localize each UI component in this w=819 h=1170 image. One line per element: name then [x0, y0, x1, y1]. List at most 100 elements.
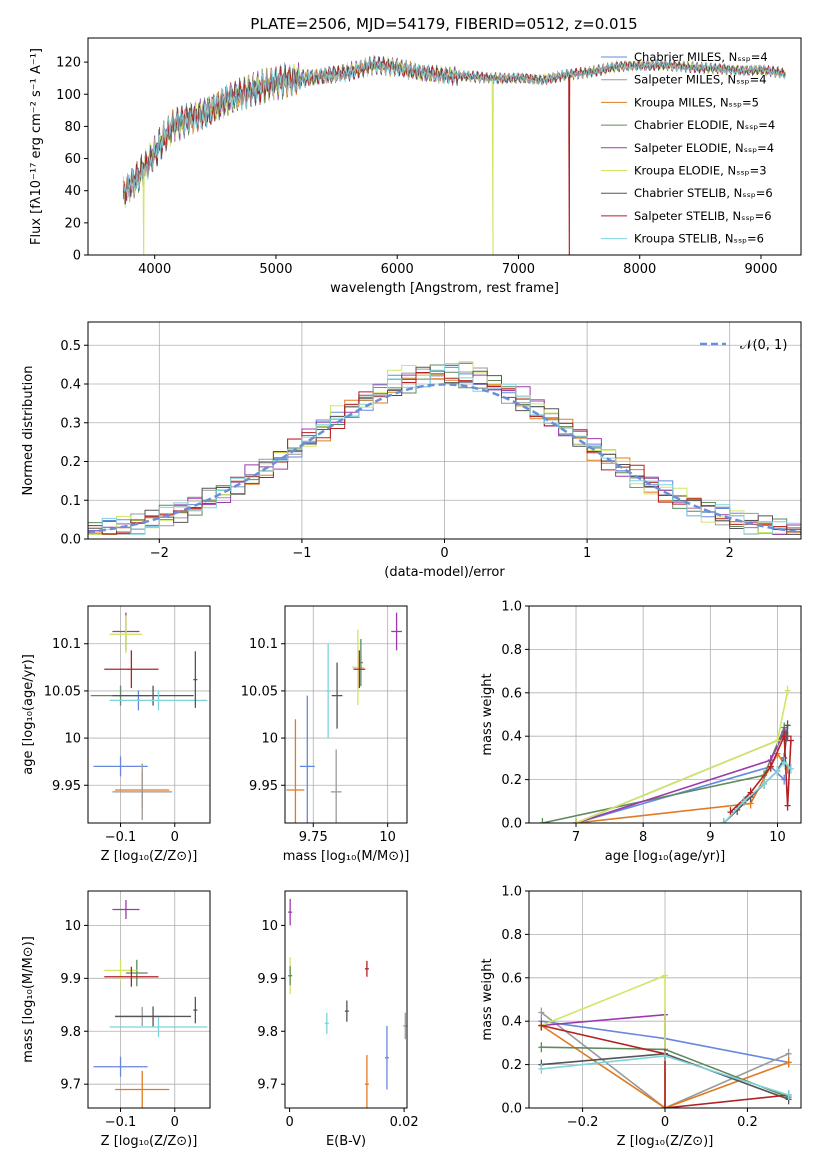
y-tick-label: 10 [64, 732, 81, 747]
plot-frame [87, 37, 802, 256]
chart-mass-weight-vs-age: 7 8 9 10 0.0 0.2 0.4 0.6 0.8 1.0 age [log₁₀(age/yr… [480, 600, 802, 864]
x-axis-label: Z [log₁₀(Z/Z⊙)] [101, 1134, 198, 1149]
weight-line-5 [575, 690, 789, 823]
chart-spectrum: Chabrier MILES, Nₛₛₚ=4 Salpeter MILES, Nₛ… [29, 37, 802, 296]
y-axis-label: mass weight [480, 958, 495, 1040]
plot-frame [284, 890, 408, 1109]
chart-age-vs-metallicity: −0.1 0 9.95 10 10.05 10.1 Z [log₁₀(Z/Z⊙)] age [… [21, 605, 211, 864]
x-tick-label: 7000 [502, 262, 535, 277]
y-tick-label: 10.1 [52, 637, 81, 652]
x-axis-label: age [log₁₀(age/yr)] [605, 849, 726, 864]
y-tick-label: 9.95 [249, 779, 278, 794]
legend-label: Chabrier STELIB, Nₛₛₚ=6 [634, 186, 773, 200]
weight-line-5 [541, 974, 666, 1108]
y-tick-label: 10.1 [249, 637, 278, 652]
y-tick-label: 0.0 [60, 533, 81, 548]
legend-label: Salpeter ELODIE, Nₛₛₚ=4 [634, 141, 774, 155]
plot-area [538, 970, 792, 1108]
x-axis-label: Z [log₁₀(Z/Z⊙)] [101, 849, 198, 864]
x-tick-label: 0 [661, 1115, 669, 1130]
y-tick-label: 0.0 [501, 1102, 522, 1117]
y-tick-label: 9.9 [60, 972, 81, 987]
y-axis-label: age [log₁₀(age/yr)] [21, 654, 36, 775]
legend-label: Chabrier ELODIE, Nₛₛₚ=4 [634, 118, 775, 132]
legend-label: Chabrier MILES, Nₛₛₚ=4 [634, 50, 768, 64]
weight-line-7 [729, 735, 792, 813]
y-tick-label: 9.7 [257, 1078, 278, 1093]
plot-area [286, 612, 402, 823]
y-tick-label: 0.3 [60, 416, 81, 431]
y-tick-label: 10.05 [241, 684, 278, 699]
x-tick-label: 9 [706, 830, 714, 845]
x-tick-label: 0 [285, 1115, 293, 1130]
x-tick-label: 2 [726, 546, 734, 561]
plot-area [90, 612, 208, 821]
y-tick-label: 0.6 [501, 971, 522, 986]
x-tick-label: 0 [171, 1115, 179, 1130]
x-axis-label: (data-model)/error [384, 565, 505, 580]
plot-area [288, 898, 407, 1108]
y-tick-label: 10 [64, 919, 81, 934]
histogram-step-8 [88, 363, 801, 535]
y-tick-label: 60 [64, 152, 81, 167]
legend: Chabrier MILES, Nₛₛₚ=4 Salpeter MILES, Nₛ… [601, 50, 775, 246]
y-tick-label: 100 [56, 88, 81, 103]
legend-label: Kroupa ELODIE, Nₛₛₚ=3 [634, 164, 767, 178]
plot-frame [528, 605, 802, 824]
chart-mass-vs-metallicity: −0.1 0 9.7 9.8 9.9 10 Z [log₁₀(Z/Z⊙)] mass [log… [21, 890, 211, 1149]
spectrum-line-8 [122, 56, 786, 193]
y-tick-label: 0.6 [501, 686, 522, 701]
y-tick-label: 0.0 [501, 817, 522, 832]
weight-line-8 [723, 760, 792, 823]
plot-frame [87, 605, 211, 824]
x-tick-label: −0.1 [105, 1115, 137, 1130]
x-tick-label: −0.2 [567, 1115, 599, 1130]
plot-area [122, 55, 786, 255]
y-tick-label: 80 [64, 120, 81, 135]
y-tick-label: 9.8 [60, 1025, 81, 1040]
y-tick-label: 10.05 [44, 684, 81, 699]
y-tick-label: 9.9 [257, 972, 278, 987]
y-tick-label: 0.8 [501, 643, 522, 658]
legend-label: Kroupa MILES, Nₛₛₚ=5 [634, 95, 759, 109]
weight-line-2 [540, 1024, 789, 1108]
legend-label: Kroupa STELIB, Nₛₛₚ=6 [634, 232, 764, 246]
x-tick-label: 10 [769, 830, 786, 845]
x-tick-label: 1 [583, 546, 591, 561]
chart-mass-vs-extinction: 0 0.02 9.7 9.8 9.9 10 E(B-V) [257, 890, 419, 1149]
x-tick-label: 0 [171, 830, 179, 845]
y-axis-label: Flux [fλ10⁻¹⁷ erg cm⁻² s⁻¹ A⁻¹] [29, 48, 44, 245]
y-tick-label: 1.0 [501, 600, 522, 615]
plot-area [539, 685, 794, 823]
x-tick-label: −0.1 [105, 830, 137, 845]
x-axis-label: wavelength [Angstrom, rest frame] [330, 281, 559, 296]
y-axis-label: mass [log₁₀(M/M⊙)] [21, 936, 36, 1063]
x-tick-label: 5000 [259, 262, 292, 277]
y-tick-label: 0.5 [60, 339, 81, 354]
x-axis-label: mass [log₁₀(M/M⊙)] [283, 849, 410, 864]
y-tick-label: 0.2 [501, 1058, 522, 1073]
legend-label: Salpeter MILES, Nₛₛₚ=4 [634, 73, 767, 87]
y-tick-label: 1.0 [501, 885, 522, 900]
y-tick-label: 0.4 [501, 730, 522, 745]
weight-line-7 [541, 1024, 789, 1108]
weight-line-1 [540, 1011, 789, 1108]
normal-reference-curve [88, 383, 801, 534]
legend-label: 𝒩(0, 1) [740, 338, 787, 353]
plot-area [93, 899, 208, 1108]
y-tick-label: 20 [64, 216, 81, 231]
chart-mass-weight-vs-metallicity: −0.2 0 0.2 0.0 0.2 0.4 0.6 0.8 1.0 Z [log₁₀(Z/Z⊙)… [480, 885, 802, 1149]
y-axis-label: Normed distribution [21, 366, 36, 496]
plot-frame [284, 605, 408, 824]
legend: 𝒩(0, 1) [700, 338, 787, 353]
x-axis-label: Z [log₁₀(Z/Z⊙)] [617, 1134, 714, 1149]
y-tick-label: 9.95 [52, 779, 81, 794]
x-tick-label: 0.02 [390, 1115, 419, 1130]
chart-age-vs-mass: 9.75 10 9.95 10 10.05 10.1 mass [log₁₀(M/M⊙)] [241, 605, 410, 864]
x-tick-label: 9.75 [299, 830, 328, 845]
histogram-step-7 [88, 372, 801, 535]
y-tick-label: 0.1 [60, 494, 81, 509]
chart-residual-histogram: 𝒩(0, 1) −2 −1 0 1 2 0.0 0.1 0.2 0.3 0.4 0.5 (data-mo… [21, 321, 802, 580]
x-tick-label: 10 [379, 830, 396, 845]
